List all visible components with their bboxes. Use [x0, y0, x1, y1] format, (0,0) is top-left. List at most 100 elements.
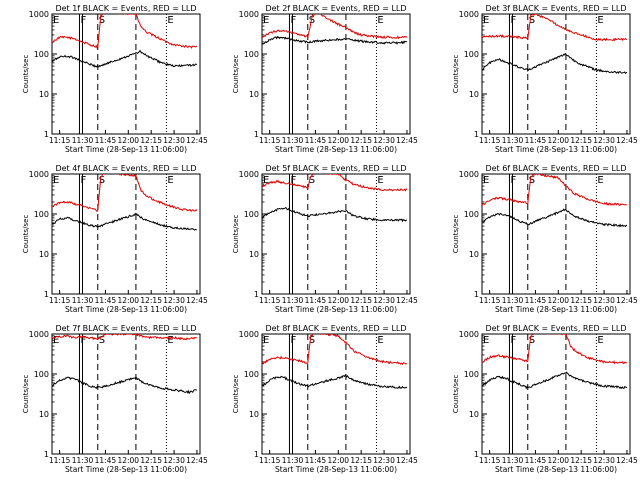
- event-marker-label: F: [510, 335, 516, 346]
- event-marker-label: E: [167, 15, 173, 26]
- y-tick-label: 1000: [459, 170, 479, 179]
- x-tick-label: 11:15: [259, 456, 281, 465]
- x-axis-label: Start Time (28-Sep-13 11:06:00): [495, 145, 617, 154]
- event-marker-label: E: [483, 335, 489, 346]
- y-tick-label: 100: [464, 370, 479, 379]
- y-axis-label: Counts/sec: [452, 375, 460, 414]
- event-marker-label: E: [377, 335, 383, 346]
- x-axis-label: Start Time (28-Sep-13 11:06:00): [275, 465, 397, 474]
- x-tick-label: 11:15: [49, 296, 71, 305]
- x-axis-label: Start Time (28-Sep-13 11:06:00): [65, 145, 187, 154]
- y-tick-label: 1: [44, 130, 49, 139]
- chart-panel-7: Det 7f BLACK = Events, RED = LLD 1 10 100 10…: [22, 324, 208, 474]
- x-tick-label: 12:15: [570, 456, 592, 465]
- x-tick-label: 12:30: [593, 136, 615, 145]
- panel-title: Det 6f BLACK = Events, RED = LLD: [485, 164, 626, 173]
- y-axis-label: Counts/sec: [22, 55, 30, 94]
- x-tick-label: 12:45: [396, 296, 418, 305]
- event-marker-label: E: [377, 175, 383, 186]
- plot-frame: [261, 13, 411, 135]
- lld-series-line: [262, 14, 408, 40]
- y-tick-label: 100: [244, 50, 259, 59]
- event-marker-label: F: [80, 15, 86, 26]
- event-marker-label: S: [529, 175, 535, 186]
- x-tick-label: 12:15: [140, 136, 162, 145]
- event-marker-label: S: [309, 175, 315, 186]
- panel-title: Det 9f BLACK = Events, RED = LLD: [485, 324, 626, 333]
- x-tick-label: 11:30: [282, 456, 304, 465]
- x-tick-label: 11:30: [502, 296, 524, 305]
- x-tick-label: 12:45: [616, 136, 638, 145]
- x-tick-label: 12:45: [186, 296, 208, 305]
- event-marker-label: S: [99, 335, 105, 346]
- lld-series-line: [52, 174, 198, 213]
- y-tick-label: 100: [34, 50, 49, 59]
- y-tick-label: 1000: [459, 10, 479, 19]
- x-axis-label: Start Time (28-Sep-13 11:06:00): [65, 305, 187, 314]
- x-tick-label: 12:15: [140, 456, 162, 465]
- x-tick-label: 12:15: [350, 136, 372, 145]
- events-series-line: [262, 35, 408, 45]
- x-tick-label: 11:30: [72, 296, 94, 305]
- x-tick-label: 12:45: [396, 136, 418, 145]
- x-tick-label: 12:30: [593, 456, 615, 465]
- chart-panel-2: Det 2f BLACK = Events, RED = LLD 1 10 100 10…: [232, 4, 418, 154]
- event-marker-label: E: [53, 15, 59, 26]
- x-tick-label: 12:00: [117, 296, 139, 305]
- x-tick-label: 12:30: [373, 296, 395, 305]
- x-tick-label: 11:45: [305, 136, 327, 145]
- event-marker-label: F: [290, 15, 296, 26]
- x-axis-label: Start Time (28-Sep-13 11:06:00): [65, 465, 187, 474]
- plot-frame: [51, 333, 201, 455]
- y-tick-label: 1: [474, 130, 479, 139]
- event-marker-label: S: [529, 15, 535, 26]
- x-tick-label: 11:45: [525, 296, 547, 305]
- chart-panel-4: Det 4f BLACK = Events, RED = LLD 1 10 100 10…: [22, 164, 208, 314]
- x-tick-label: 12:00: [327, 456, 349, 465]
- plot-frame: [51, 13, 201, 135]
- chart-panel-3: Det 3f BLACK = Events, RED = LLD 1 10 100 10…: [452, 4, 638, 154]
- event-marker-label: F: [290, 175, 296, 186]
- x-tick-label: 11:15: [49, 136, 71, 145]
- y-tick-label: 1: [474, 450, 479, 459]
- y-tick-label: 1: [44, 290, 49, 299]
- x-axis-label: Start Time (28-Sep-13 11:06:00): [275, 305, 397, 314]
- x-tick-label: 11:30: [502, 456, 524, 465]
- event-marker-label: E: [263, 15, 269, 26]
- event-marker-label: E: [263, 175, 269, 186]
- y-tick-label: 1000: [29, 330, 49, 339]
- y-tick-label: 10: [249, 410, 259, 419]
- x-tick-label: 12:45: [396, 456, 418, 465]
- x-tick-label: 11:15: [49, 456, 71, 465]
- y-tick-label: 1000: [459, 330, 479, 339]
- x-tick-label: 12:30: [163, 296, 185, 305]
- plot-frame: [481, 173, 631, 295]
- lld-series-line: [52, 334, 197, 341]
- x-tick-label: 12:00: [547, 456, 569, 465]
- lld-series-line: [262, 174, 408, 192]
- y-tick-label: 100: [244, 370, 259, 379]
- x-tick-label: 12:15: [350, 296, 372, 305]
- y-tick-label: 1000: [29, 170, 49, 179]
- x-tick-label: 12:00: [327, 136, 349, 145]
- plot-frame: [481, 333, 631, 455]
- events-series-line: [52, 212, 198, 231]
- x-tick-label: 12:45: [186, 136, 208, 145]
- event-marker-label: E: [167, 335, 173, 346]
- events-series-line: [482, 208, 628, 228]
- y-tick-label: 10: [469, 410, 479, 419]
- events-series-line: [482, 371, 628, 390]
- event-marker-label: E: [597, 15, 603, 26]
- y-tick-label: 1: [44, 450, 49, 459]
- event-marker-label: S: [309, 15, 315, 26]
- y-tick-label: 1000: [239, 330, 259, 339]
- x-tick-label: 12:00: [117, 136, 139, 145]
- x-tick-label: 12:15: [570, 296, 592, 305]
- lld-series-line: [482, 14, 628, 42]
- event-marker-label: F: [80, 175, 86, 186]
- chart-panel-8: Det 8f BLACK = Events, RED = LLD 1 10 100 10…: [232, 324, 418, 474]
- x-tick-label: 12:30: [163, 456, 185, 465]
